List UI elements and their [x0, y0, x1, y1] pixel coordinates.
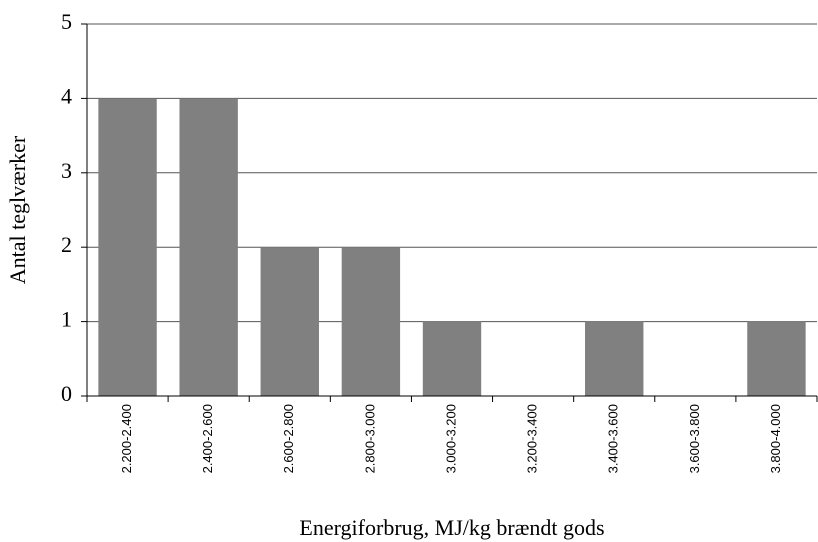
x-axis-label: Energiforbrug, MJ/kg brændt gods	[299, 515, 604, 540]
y-axis-label: Antal teglværker	[5, 135, 30, 284]
y-tick-label: 5	[61, 9, 72, 34]
bar	[98, 98, 157, 397]
bar	[179, 98, 238, 397]
y-tick-label: 4	[61, 83, 72, 108]
x-tick-label: 3.800-4.000	[768, 404, 783, 473]
bar	[422, 321, 482, 396]
y-tick-label: 2	[61, 232, 72, 257]
x-tick-label: 2.800-3.000	[362, 404, 377, 473]
y-tick-label: 0	[61, 381, 72, 406]
x-tick-label: 3.200-3.400	[525, 404, 540, 473]
bar	[341, 247, 401, 396]
bar	[260, 247, 319, 396]
x-tick-label: 3.000-3.200	[443, 404, 458, 473]
y-tick-label: 3	[61, 158, 72, 183]
x-tick-label: 2.400-2.600	[200, 404, 215, 473]
bar	[747, 321, 806, 396]
x-tick-label: 2.600-2.800	[281, 404, 296, 473]
bar	[585, 321, 644, 396]
x-tick-label: 3.400-3.600	[606, 404, 621, 473]
y-tick-label: 1	[61, 307, 72, 332]
x-tick-label: 2.200-2.400	[119, 404, 134, 473]
x-tick-label: 3.600-3.800	[687, 404, 702, 473]
